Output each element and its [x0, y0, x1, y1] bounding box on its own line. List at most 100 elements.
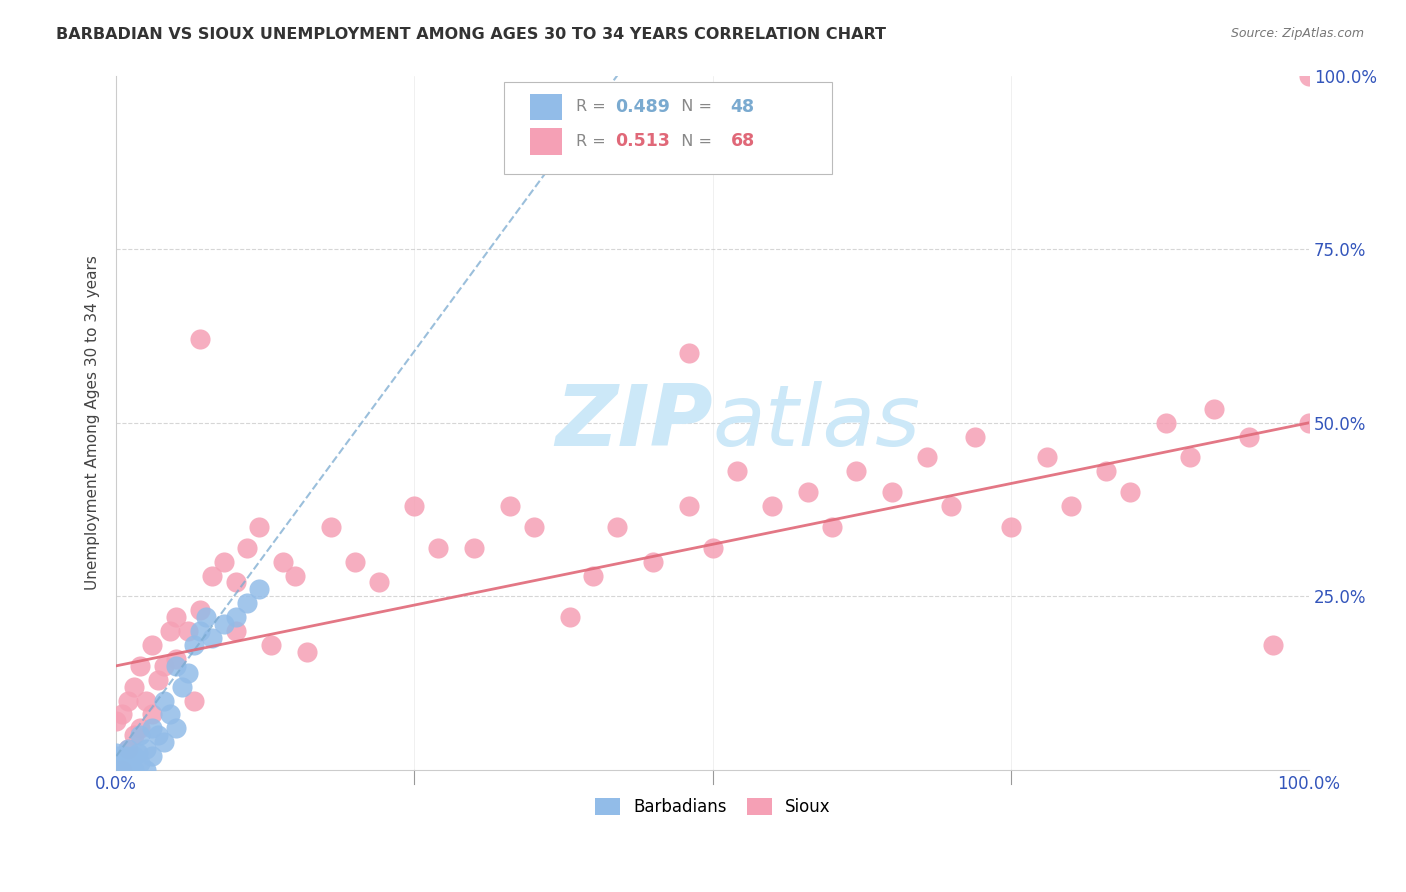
Point: [1000, 520, 1022, 534]
Point: [702, 541, 724, 555]
Point: [225, 610, 247, 624]
Point: [201, 568, 224, 582]
Point: [105, 759, 128, 773]
Point: [1263, 638, 1285, 652]
Point: [165, 652, 187, 666]
Text: 0.489: 0.489: [614, 98, 669, 116]
Point: [105, 763, 128, 777]
Point: [117, 756, 139, 770]
Text: BARBADIAN VS SIOUX UNEMPLOYMENT AMONG AGES 30 TO 34 YEARS CORRELATION CHART: BARBADIAN VS SIOUX UNEMPLOYMENT AMONG AG…: [56, 27, 886, 42]
Text: atlas: atlas: [713, 381, 921, 464]
Point: [917, 450, 939, 465]
Point: [678, 499, 700, 513]
Point: [105, 763, 128, 777]
Point: [153, 735, 176, 749]
Point: [1059, 499, 1081, 513]
Point: [260, 638, 283, 652]
FancyBboxPatch shape: [530, 94, 562, 120]
Point: [236, 541, 259, 555]
Point: [141, 749, 163, 764]
FancyBboxPatch shape: [503, 82, 832, 174]
Point: [941, 499, 963, 513]
Point: [1298, 69, 1320, 83]
Point: [558, 610, 581, 624]
Point: [212, 617, 235, 632]
Point: [117, 742, 139, 756]
Point: [135, 763, 157, 777]
Point: [404, 499, 426, 513]
Point: [105, 749, 128, 764]
Point: [117, 763, 139, 777]
Point: [111, 763, 134, 777]
Point: [249, 520, 271, 534]
Point: [1239, 430, 1261, 444]
Point: [105, 763, 128, 777]
Point: [1154, 416, 1177, 430]
Point: [797, 485, 820, 500]
Point: [141, 707, 163, 722]
Point: [153, 693, 176, 707]
Point: [236, 596, 259, 610]
Point: [821, 520, 844, 534]
Point: [725, 464, 748, 478]
Point: [135, 742, 157, 756]
Point: [582, 568, 605, 582]
Point: [165, 658, 187, 673]
Point: [463, 541, 485, 555]
Point: [122, 749, 145, 764]
Point: [117, 693, 139, 707]
Point: [114, 749, 136, 764]
Point: [146, 673, 169, 687]
Point: [122, 680, 145, 694]
Point: [129, 658, 152, 673]
Text: R =: R =: [575, 134, 610, 149]
Point: [111, 707, 134, 722]
Point: [965, 430, 987, 444]
Point: [122, 763, 145, 777]
Point: [212, 555, 235, 569]
Point: [183, 638, 205, 652]
FancyBboxPatch shape: [530, 128, 562, 154]
Text: ZIP: ZIP: [555, 381, 713, 464]
Text: Source: ZipAtlas.com: Source: ZipAtlas.com: [1230, 27, 1364, 40]
Point: [1119, 485, 1142, 500]
Point: [105, 763, 128, 777]
Point: [606, 520, 628, 534]
Point: [159, 707, 181, 722]
Point: [105, 756, 128, 770]
Point: [120, 753, 142, 767]
Point: [159, 624, 181, 639]
Point: [1035, 450, 1057, 465]
Point: [111, 763, 134, 777]
Point: [343, 555, 366, 569]
Point: [188, 603, 211, 617]
Point: [1095, 464, 1118, 478]
Point: [249, 582, 271, 597]
Point: [111, 756, 134, 770]
Text: 68: 68: [731, 133, 755, 151]
Point: [127, 746, 149, 760]
Point: [427, 541, 450, 555]
Point: [177, 624, 200, 639]
Point: [761, 499, 783, 513]
Text: 48: 48: [731, 98, 755, 116]
Point: [295, 645, 318, 659]
Point: [177, 665, 200, 680]
Point: [319, 520, 342, 534]
Text: R =: R =: [575, 99, 610, 114]
Point: [170, 680, 193, 694]
Text: 0.513: 0.513: [614, 133, 669, 151]
Point: [129, 722, 152, 736]
Point: [194, 610, 217, 624]
Point: [153, 658, 176, 673]
Point: [105, 763, 128, 777]
Point: [225, 575, 247, 590]
Point: [135, 693, 157, 707]
Point: [165, 610, 187, 624]
Point: [165, 722, 187, 736]
Point: [129, 728, 152, 742]
Point: [499, 499, 522, 513]
Point: [129, 756, 152, 770]
Point: [105, 746, 128, 760]
Point: [105, 763, 128, 777]
